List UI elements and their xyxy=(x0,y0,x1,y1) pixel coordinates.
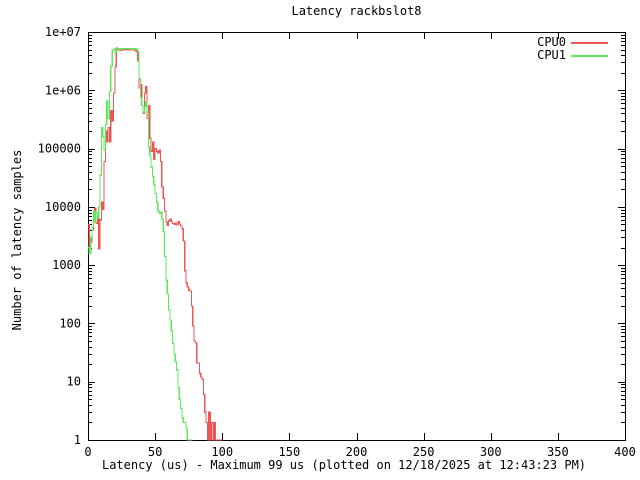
y-tick-label: 100 xyxy=(59,316,81,330)
y-tick-label: 1 xyxy=(74,433,81,447)
plot-frame xyxy=(88,32,626,441)
legend-cpu0-line-sample xyxy=(571,42,608,44)
y-tick-label: 1e+06 xyxy=(45,83,81,97)
cpu0-series-line xyxy=(88,47,223,441)
y-tick-label: 1e+07 xyxy=(45,25,81,39)
legend-cpu0-label: CPU0 xyxy=(537,35,566,49)
cpu1-series-line xyxy=(88,47,193,441)
x-tick-label: 300 xyxy=(480,445,502,459)
x-tick-label: 350 xyxy=(547,445,569,459)
y-tick-label: 100000 xyxy=(38,142,81,156)
y-tick-label: 10000 xyxy=(45,200,81,214)
x-tick-label: 400 xyxy=(614,445,636,459)
x-tick-label: 100 xyxy=(211,445,233,459)
x-tick-label: 250 xyxy=(413,445,435,459)
y-tick-label: 1000 xyxy=(52,258,81,272)
x-tick-label: 150 xyxy=(279,445,301,459)
legend-cpu1-line-sample xyxy=(571,55,608,57)
x-tick-label: 0 xyxy=(84,445,91,459)
x-tick-label: 50 xyxy=(148,445,162,459)
x-axis-caption: Latency (us) - Maximum 99 us (plotted on… xyxy=(101,458,587,472)
x-tick-label: 200 xyxy=(346,445,368,459)
y-tick-label: 10 xyxy=(67,375,81,389)
chart-title: Latency rackbslot8 xyxy=(291,4,422,18)
legend-cpu1-label: CPU1 xyxy=(537,48,566,62)
